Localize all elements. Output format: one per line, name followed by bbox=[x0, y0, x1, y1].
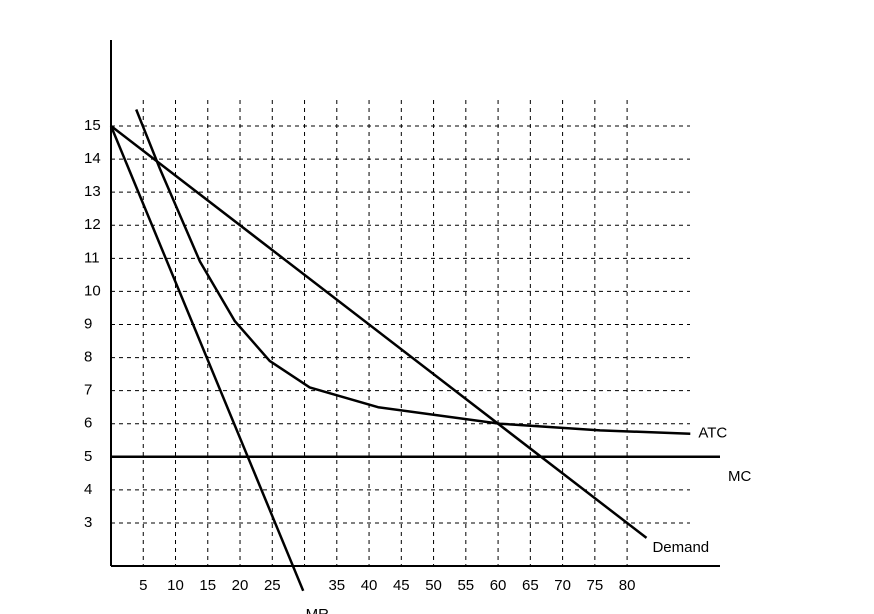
y-tick-label: 10 bbox=[84, 282, 101, 299]
x-tick-label: 50 bbox=[425, 577, 442, 594]
y-tick-label: 11 bbox=[84, 249, 100, 266]
series-line bbox=[135, 109, 691, 435]
y-tick-label: 3 bbox=[84, 514, 92, 531]
x-tick-label: 35 bbox=[328, 577, 345, 594]
x-tick-label: 55 bbox=[457, 577, 474, 594]
series-label: MC bbox=[728, 468, 751, 485]
y-tick-label: 9 bbox=[84, 315, 92, 332]
x-tick-label: 70 bbox=[554, 577, 571, 594]
series-label: Demand bbox=[652, 539, 709, 556]
y-tick-label: 4 bbox=[84, 481, 92, 498]
y-tick-label: 12 bbox=[84, 216, 101, 233]
x-tick-label: 20 bbox=[232, 577, 249, 594]
series-label: ATC bbox=[698, 425, 727, 442]
y-tick-label: 13 bbox=[84, 183, 101, 200]
y-tick-label: 14 bbox=[84, 150, 101, 167]
x-tick-label: 65 bbox=[522, 577, 539, 594]
series-line bbox=[110, 125, 648, 539]
x-tick-label: 15 bbox=[199, 577, 216, 594]
x-tick-label: 10 bbox=[167, 577, 184, 594]
x-tick-label: 25 bbox=[264, 577, 281, 594]
x-tick-label: 5 bbox=[139, 577, 147, 594]
y-tick-label: 6 bbox=[84, 415, 92, 432]
x-tick-label: 60 bbox=[490, 577, 507, 594]
y-tick-label: 8 bbox=[84, 349, 92, 366]
x-tick-label: 75 bbox=[587, 577, 604, 594]
y-tick-label: 5 bbox=[84, 448, 92, 465]
x-tick-label: 45 bbox=[393, 577, 410, 594]
y-tick-label: 15 bbox=[84, 117, 101, 134]
y-tick-label: 7 bbox=[84, 382, 92, 399]
series-label: MR bbox=[306, 606, 329, 614]
x-tick-label: 40 bbox=[361, 577, 378, 594]
series-line bbox=[109, 125, 305, 592]
x-tick-label: 80 bbox=[619, 577, 636, 594]
